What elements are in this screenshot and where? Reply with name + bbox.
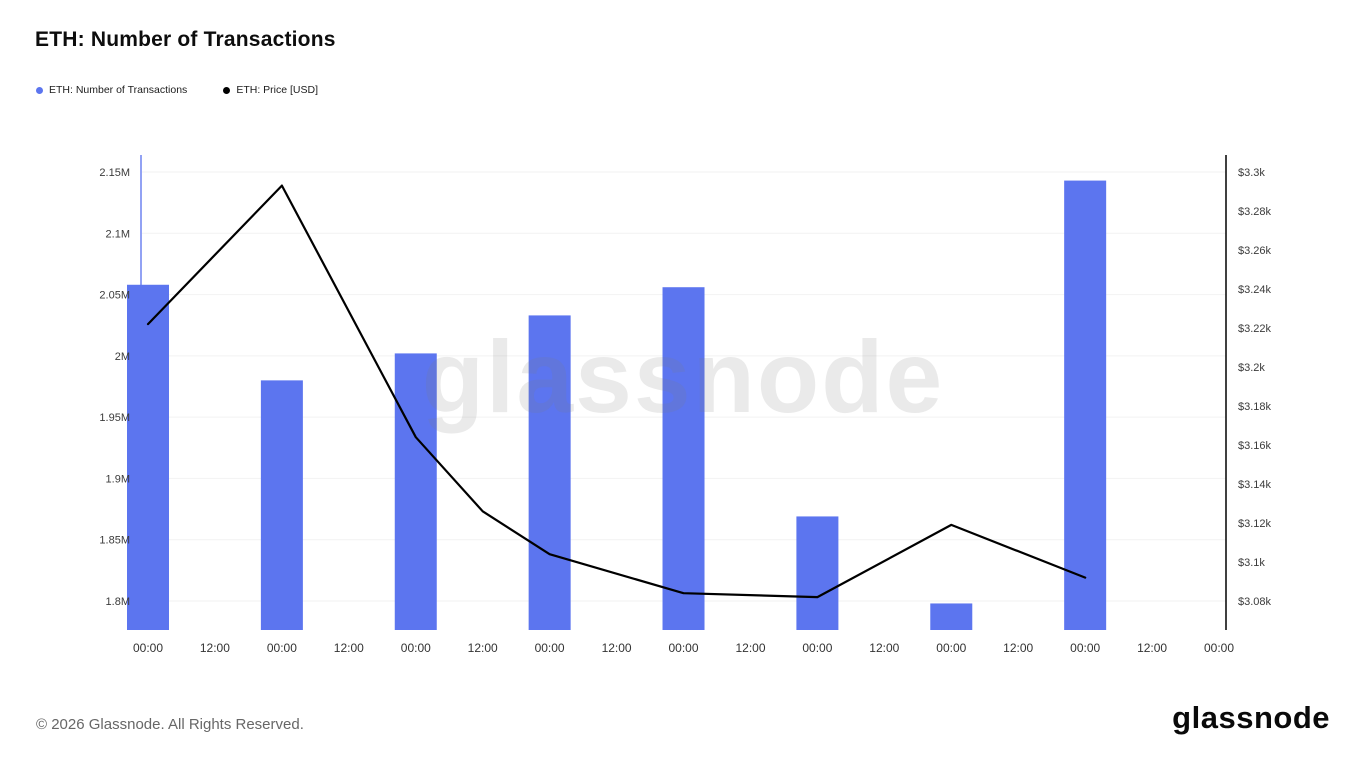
x-tick-label: 00:00 xyxy=(535,641,565,655)
x-tick-label: 00:00 xyxy=(936,641,966,655)
left-tick-label: 1.9M xyxy=(106,473,130,485)
transactions-bar[interactable] xyxy=(930,603,973,630)
glassnode-logo: glassnode xyxy=(1172,700,1330,735)
left-tick-label: 2.05M xyxy=(99,290,130,302)
right-tick-label: $3.08k xyxy=(1238,596,1272,608)
right-tick-label: $3.18k xyxy=(1238,401,1272,413)
right-tick-label: $3.12k xyxy=(1238,518,1272,530)
x-tick-label: 12:00 xyxy=(602,641,632,655)
left-tick-label: 1.85M xyxy=(99,535,130,547)
page-title: ETH: Number of Transactions xyxy=(35,28,336,51)
right-tick-label: $3.28k xyxy=(1238,206,1272,218)
right-tick-label: $3.3k xyxy=(1238,167,1265,179)
right-tick-label: $3.16k xyxy=(1238,440,1272,452)
legend: ETH: Number of Transactions ETH: Price [… xyxy=(36,84,318,96)
x-tick-label: 00:00 xyxy=(802,641,832,655)
transactions-bar[interactable] xyxy=(528,315,571,630)
right-tick-label: $3.14k xyxy=(1238,479,1272,491)
x-tick-label: 00:00 xyxy=(1070,641,1100,655)
right-tick-label: $3.26k xyxy=(1238,245,1272,257)
left-tick-label: 1.8M xyxy=(106,596,130,608)
legend-marker-price-icon xyxy=(223,86,231,94)
transactions-bar[interactable] xyxy=(1064,180,1107,630)
legend-marker-transactions-icon xyxy=(36,86,43,94)
left-tick-label: 2.15M xyxy=(99,167,130,179)
x-tick-label: 12:00 xyxy=(468,641,498,655)
x-tick-label: 00:00 xyxy=(133,641,163,655)
x-tick-label: 00:00 xyxy=(1204,641,1234,655)
x-tick-label: 12:00 xyxy=(735,641,765,655)
left-tick-label: 2M xyxy=(115,351,130,363)
left-tick-label: 1.95M xyxy=(99,412,130,424)
price-line[interactable] xyxy=(146,184,1087,599)
x-tick-label: 00:00 xyxy=(401,641,431,655)
x-tick-label: 12:00 xyxy=(334,641,364,655)
left-tick-label: 2.1M xyxy=(106,228,130,240)
right-tick-label: $3.24k xyxy=(1238,284,1272,296)
transactions-bar[interactable] xyxy=(127,284,169,630)
transactions-bar[interactable] xyxy=(260,380,303,630)
right-tick-label: $3.2k xyxy=(1238,362,1265,374)
legend-label-price: ETH: Price [USD] xyxy=(236,84,318,96)
transactions-bar[interactable] xyxy=(662,287,705,630)
right-tick-label: $3.1k xyxy=(1238,557,1265,569)
transactions-bar[interactable] xyxy=(796,516,839,630)
legend-label-transactions: ETH: Number of Transactions xyxy=(49,84,188,96)
right-tick-label: $3.22k xyxy=(1238,323,1272,335)
transactions-bar[interactable] xyxy=(394,353,437,630)
x-tick-label: 12:00 xyxy=(1137,641,1167,655)
legend-item-price[interactable]: ETH: Price [USD] xyxy=(223,84,318,96)
x-tick-label: 12:00 xyxy=(200,641,230,655)
x-tick-label: 00:00 xyxy=(668,641,698,655)
legend-item-transactions[interactable]: ETH: Number of Transactions xyxy=(36,84,187,96)
copyright-text: © 2026 Glassnode. All Rights Reserved. xyxy=(36,716,304,733)
x-tick-label: 12:00 xyxy=(1003,641,1033,655)
x-tick-label: 00:00 xyxy=(267,641,297,655)
x-tick-label: 12:00 xyxy=(869,641,899,655)
